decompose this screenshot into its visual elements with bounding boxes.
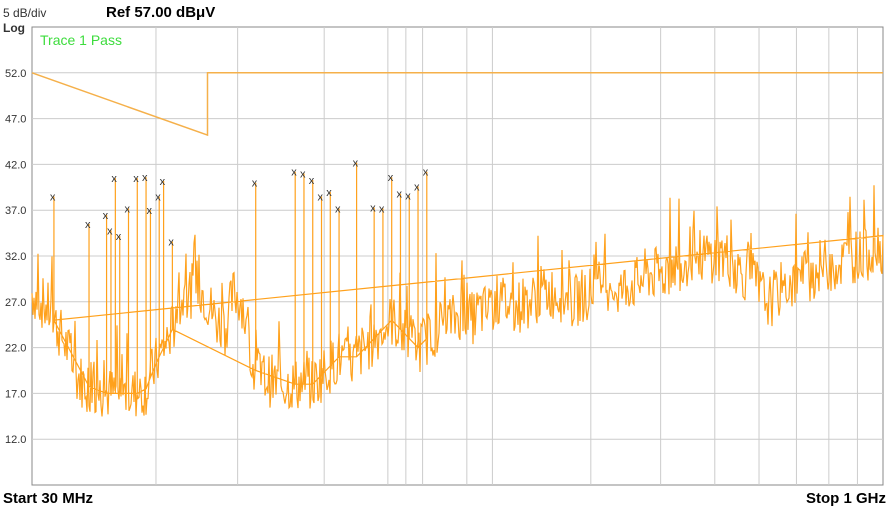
stop-frequency: Stop 1 GHz — [805, 490, 886, 507]
limit-line — [31, 72, 883, 137]
peak-marker: x — [291, 167, 297, 179]
peak-marker: x — [252, 178, 258, 190]
peak-marker: x — [379, 203, 385, 215]
peak-marker: x — [414, 181, 420, 193]
peak-marker: x — [318, 191, 324, 203]
reference-level: Ref 57.00 dBμV — [106, 4, 216, 21]
log-scale-label: Log — [3, 21, 25, 35]
peak-marker: x — [107, 225, 113, 237]
trace-1 — [31, 185, 884, 417]
y-tick-label: 17.0 — [5, 388, 26, 400]
peak-marker: x — [160, 176, 166, 188]
peak-marker: x — [168, 236, 174, 248]
peak-marker: x — [423, 167, 429, 179]
peak-marker: x — [142, 172, 148, 184]
trace-pass-annotation: Trace 1 Pass — [40, 32, 122, 48]
peak-marker: x — [85, 219, 91, 231]
peak-marker: x — [388, 172, 394, 184]
peak-marker: x — [116, 231, 122, 243]
start-frequency: Start 30 MHz — [3, 490, 94, 507]
peak-marker: x — [300, 169, 306, 181]
y-tick-label: 22.0 — [5, 343, 26, 355]
y-tick-label: 27.0 — [5, 297, 26, 309]
peak-marker: x — [125, 203, 131, 215]
y-tick-label: 47.0 — [5, 114, 26, 126]
y-tick-label: 32.0 — [5, 251, 26, 263]
y-tick-label: 12.0 — [5, 434, 26, 446]
peak-marker: x — [146, 205, 152, 217]
y-tick-label: 52.0 — [5, 68, 26, 80]
peak-marker: x — [133, 173, 139, 185]
y-tick-label: 37.0 — [5, 205, 26, 217]
peak-marker: x — [370, 202, 376, 214]
peak-marker: x — [396, 189, 402, 201]
peak-marker: x — [50, 191, 56, 203]
scale-label: 5 dB/div — [3, 6, 47, 20]
peak-marker: x — [111, 173, 117, 185]
y-tick-label: 42.0 — [5, 159, 26, 171]
peak-marker: x — [309, 175, 315, 187]
peak-marker: x — [405, 191, 411, 203]
peak-marker: x — [326, 187, 332, 199]
y-axis-labels: 52.0 47.0 42.0 37.0 32.0 27.0 22.0 17.0 12.0 — [5, 68, 26, 446]
peak-marker: x — [335, 203, 341, 215]
peak-marker: x — [103, 210, 109, 222]
peak-marker: x — [155, 191, 161, 203]
peak-marker: x — [353, 158, 359, 170]
